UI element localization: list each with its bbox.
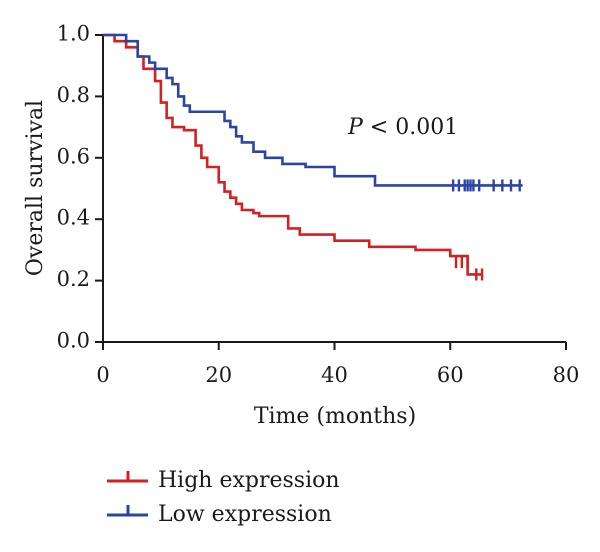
p-value-annotation: P < 0.001 [347,115,458,140]
x-tick-label: 20 [205,363,232,387]
y-tick-label: 0.6 [57,144,90,168]
legend-label-high: High expression [158,468,340,493]
y-axis-title: Overall survival [23,100,48,276]
plot-layer: 0.0 0.2 0.4 0.6 0.8 1.0 0 20 40 60 80 [57,22,580,388]
x-tick-label: 80 [553,363,580,387]
legend-swatch-high [107,471,148,483]
y-tick-label: 0.8 [57,83,90,107]
y-tick-label: 0.2 [57,267,90,291]
legend: High expression Low expression [107,468,340,527]
y-tick-label: 0.4 [57,206,90,230]
legend-item-high: High expression [107,468,340,493]
p-value-text: < 0.001 [363,115,458,140]
survival-curve-high [103,33,483,276]
survival-curve-low [103,33,523,187]
p-value-symbol: P [347,115,364,140]
y-tick-label: 1.0 [57,22,90,46]
legend-label-low: Low expression [158,502,332,527]
legend-swatch-low [107,505,148,517]
x-tick-label: 0 [96,363,109,387]
x-axis-title: Time (months) [254,404,416,429]
legend-item-low: Low expression [107,502,332,527]
x-tick-label: 40 [321,363,348,387]
y-tick-label: 0.0 [57,329,90,353]
x-tick-label: 60 [437,363,464,387]
